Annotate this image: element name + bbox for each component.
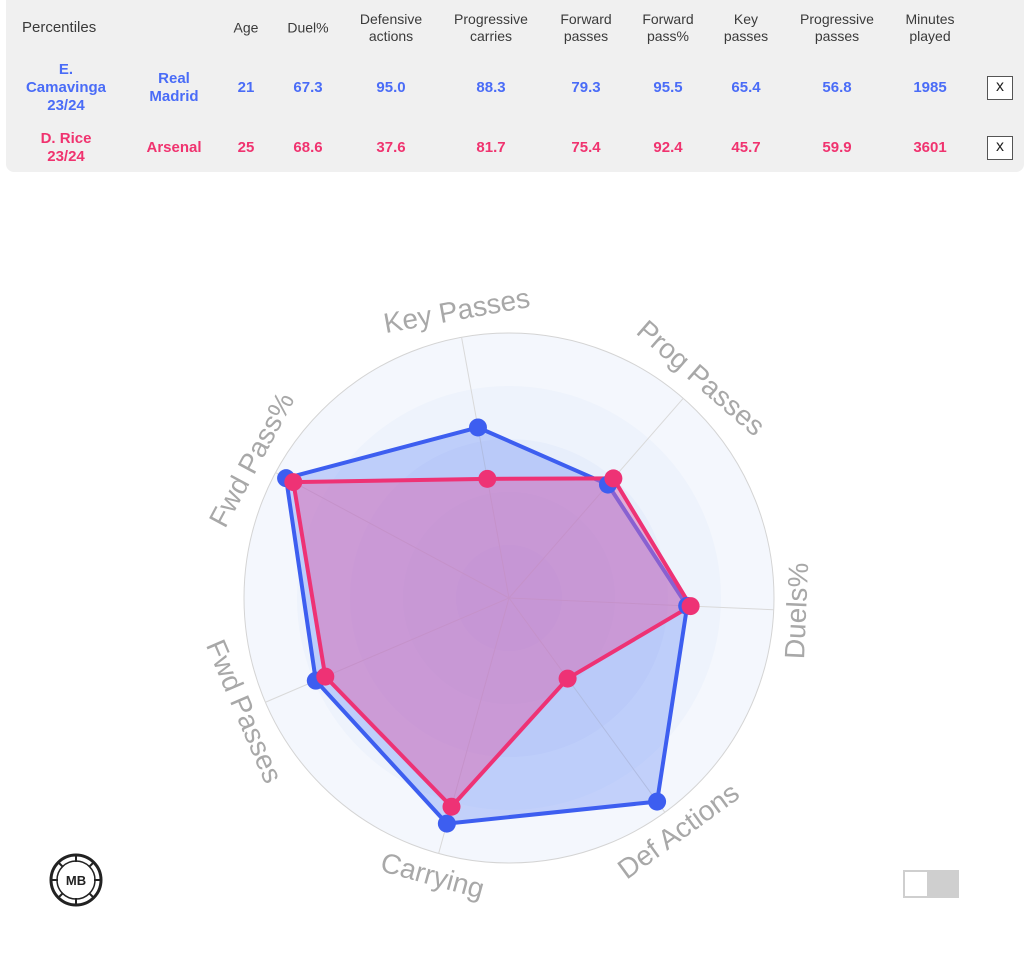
- player-name: E. Camavinga 23/24: [25, 61, 107, 114]
- column-header-carry: Progressive carries: [454, 11, 528, 44]
- data-point: [681, 597, 700, 616]
- axis-label: Duels%: [779, 562, 814, 660]
- stat-carry: 81.7: [476, 139, 506, 156]
- table-corner-label: Percentiles: [22, 19, 97, 36]
- stat-duel: 68.6: [293, 139, 323, 156]
- stat-fwd: 79.3: [571, 79, 601, 96]
- series-area-0: [284, 425, 690, 826]
- series-area-1: [291, 476, 693, 809]
- toggle-knob[interactable]: [905, 872, 927, 896]
- column-header-fwd: Forward passes: [560, 11, 612, 44]
- remove-player-button[interactable]: x: [987, 76, 1013, 100]
- stat-key: 65.4: [731, 79, 761, 96]
- display-toggle[interactable]: [903, 870, 959, 898]
- stat-age: 21: [237, 79, 255, 96]
- radar-spoke: [275, 472, 510, 599]
- stat-prog: 56.8: [822, 79, 852, 96]
- logo-text: MB: [66, 873, 86, 888]
- axis-label: Key Passes: [381, 282, 532, 339]
- team-name: Arsenal: [146, 139, 202, 156]
- team-name: Real Madrid: [149, 70, 199, 105]
- data-point: [468, 418, 487, 437]
- stat-fwdpct: 95.5: [653, 79, 683, 96]
- data-point: [284, 473, 303, 492]
- column-header-prog: Progressive passes: [800, 11, 874, 44]
- stat-min: 1985: [913, 79, 947, 96]
- stat-def: 37.6: [376, 139, 406, 156]
- column-header-fwdpct: Forward pass%: [642, 11, 694, 44]
- radar-spoke: [508, 597, 666, 813]
- column-header-min: Minutes played: [905, 11, 955, 44]
- column-header-key: Key passes: [723, 11, 769, 44]
- percentiles-table: [6, 0, 1024, 172]
- data-point: [437, 814, 456, 833]
- data-point: [478, 469, 497, 488]
- column-header-duel: Duel%: [287, 19, 329, 36]
- radar-spoke: [508, 398, 684, 599]
- stat-prog: 59.9: [822, 139, 852, 156]
- column-header-def: Defensive actions: [359, 11, 423, 44]
- radar-spoke: [461, 337, 510, 599]
- data-point: [648, 792, 667, 811]
- stat-key: 45.7: [731, 139, 761, 156]
- radar-spoke: [508, 597, 774, 611]
- player-name: D. Rice 23/24: [40, 130, 92, 165]
- stat-fwd: 75.4: [571, 139, 601, 156]
- stat-carry: 88.3: [476, 79, 506, 96]
- column-header-age: Age: [233, 19, 259, 36]
- data-point: [316, 667, 335, 686]
- data-point: [558, 669, 577, 688]
- stat-duel: 67.3: [293, 79, 323, 96]
- radar-spoke: [265, 597, 510, 703]
- stat-age: 25: [237, 139, 255, 156]
- football-logo-icon: MB: [49, 853, 103, 907]
- data-point: [604, 469, 623, 488]
- data-point: [442, 797, 461, 816]
- stat-fwdpct: 92.4: [653, 139, 683, 156]
- remove-player-button[interactable]: x: [987, 136, 1013, 160]
- stat-def: 95.0: [376, 79, 406, 96]
- stat-min: 3601: [913, 139, 947, 156]
